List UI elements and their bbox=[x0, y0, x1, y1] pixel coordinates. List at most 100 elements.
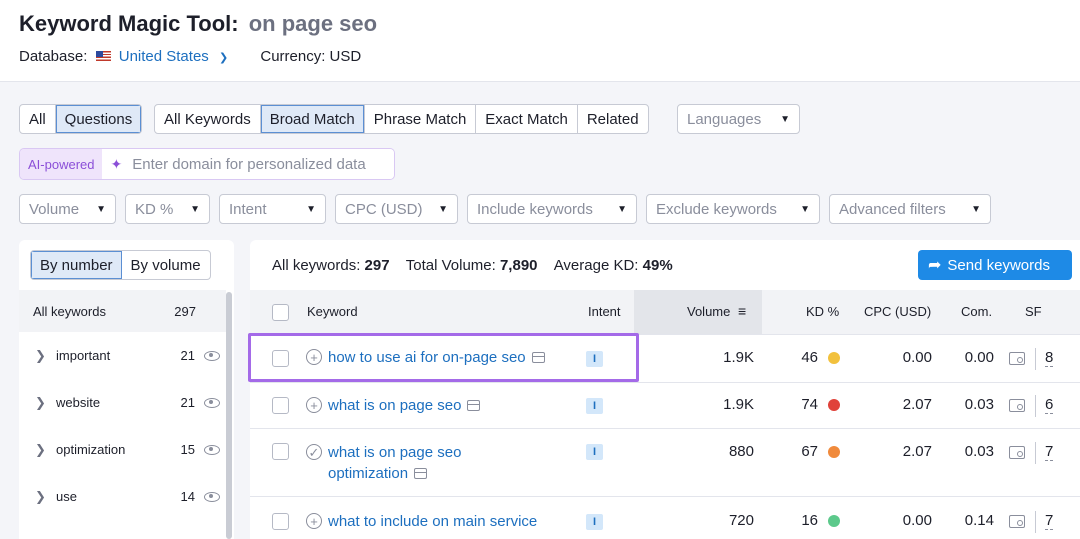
group-count: 15 bbox=[180, 442, 195, 457]
us-flag-icon bbox=[95, 51, 111, 61]
tab-phrase-match[interactable]: Phrase Match bbox=[365, 105, 477, 133]
serp-features-icon[interactable] bbox=[1009, 515, 1025, 528]
check-circle-icon[interactable]: ✓ bbox=[306, 444, 322, 460]
volume-filter[interactable]: Volume ▼ bbox=[19, 194, 116, 224]
competition-value: 0.03 bbox=[964, 443, 994, 460]
serp-features-count[interactable]: 8 bbox=[1045, 349, 1054, 367]
add-keyword-icon[interactable]: + bbox=[306, 397, 322, 413]
search-query: on page seo bbox=[248, 11, 378, 36]
tab-all-keywords[interactable]: All Keywords bbox=[155, 105, 261, 133]
add-keyword-icon[interactable]: + bbox=[306, 513, 322, 529]
keyword-link[interactable]: + what is on page seo bbox=[306, 395, 481, 416]
header-kd[interactable]: KD % bbox=[806, 304, 840, 319]
divider bbox=[1035, 395, 1036, 417]
send-keywords-label: Send keywords bbox=[947, 256, 1050, 274]
sidebar-scrollbar[interactable] bbox=[226, 292, 232, 539]
by-volume-button[interactable]: By volume bbox=[130, 256, 201, 274]
intent-badge: I bbox=[586, 351, 603, 367]
volume-value: 880 bbox=[728, 443, 754, 460]
database-select[interactable]: United States bbox=[118, 48, 209, 65]
kd-value: 46 bbox=[801, 349, 818, 366]
divider bbox=[1035, 442, 1036, 464]
volume-value: 1.9K bbox=[723, 349, 754, 366]
tab-all[interactable]: All bbox=[20, 105, 56, 133]
chevron-right-icon[interactable]: ❯ bbox=[35, 347, 46, 363]
sort-descending-icon[interactable]: ≡ bbox=[738, 303, 747, 319]
languages-dropdown[interactable]: Languages ▼ bbox=[677, 104, 800, 134]
all-keywords-summary-label: All keywords: bbox=[272, 257, 361, 274]
chevron-down-icon[interactable]: ❯ bbox=[218, 52, 229, 64]
group-item-website[interactable]: ❯ website 21 bbox=[19, 379, 226, 426]
serp-features-icon[interactable] bbox=[1009, 399, 1025, 412]
serp-features-count[interactable]: 7 bbox=[1045, 443, 1054, 461]
cpc-filter[interactable]: CPC (USD) ▼ bbox=[335, 194, 458, 224]
header-intent[interactable]: Intent bbox=[588, 304, 621, 319]
keyword-link[interactable]: ✓ what is on page seo optimization bbox=[306, 442, 461, 484]
serp-features-count[interactable]: 6 bbox=[1045, 396, 1054, 414]
keyword-text[interactable]: how to use ai for on-page seo bbox=[328, 349, 526, 366]
add-keyword-icon[interactable]: + bbox=[306, 349, 322, 365]
eye-icon[interactable] bbox=[204, 397, 220, 408]
all-keywords-group[interactable]: All keywords 297 bbox=[19, 290, 226, 332]
tab-questions[interactable]: Questions bbox=[55, 105, 142, 133]
serp-features-icon[interactable] bbox=[1009, 446, 1025, 459]
serp-features-count[interactable]: 7 bbox=[1045, 512, 1054, 530]
header-volume[interactable]: Volume bbox=[687, 304, 731, 319]
keyword-text[interactable]: what to include on main service bbox=[328, 513, 538, 530]
average-kd-value: 49% bbox=[642, 257, 673, 274]
eye-icon[interactable] bbox=[204, 491, 220, 502]
average-kd-label: Average KD: bbox=[553, 257, 639, 274]
intent-filter-label: Intent bbox=[229, 200, 267, 218]
group-sort-toggle: By number By volume bbox=[30, 250, 211, 280]
row-checkbox[interactable] bbox=[272, 397, 289, 414]
chevron-right-icon[interactable]: ❯ bbox=[35, 488, 46, 504]
exclude-keywords-filter[interactable]: Exclude keywords ▼ bbox=[646, 194, 820, 224]
eye-icon[interactable] bbox=[204, 350, 220, 361]
header-com[interactable]: Com. bbox=[961, 304, 993, 319]
keyword-groups-sidebar: By number By volume All keywords 297 ❯ i… bbox=[19, 240, 234, 539]
kd-filter[interactable]: KD % ▼ bbox=[125, 194, 210, 224]
intent-filter[interactable]: Intent ▼ bbox=[219, 194, 326, 224]
tab-related[interactable]: Related bbox=[586, 110, 639, 128]
keyword-link[interactable]: + how to use ai for on-page seo bbox=[306, 347, 545, 368]
database-selector-row: Database: United States ❯ Currency: USD bbox=[19, 48, 361, 65]
kd-difficulty-dot bbox=[828, 352, 840, 364]
header: Keyword Magic Tool: on page seo Database… bbox=[0, 0, 1080, 82]
group-item-optimization[interactable]: ❯ optimization 15 bbox=[19, 426, 226, 473]
all-keywords-summary-value: 297 bbox=[364, 257, 390, 274]
row-checkbox[interactable] bbox=[272, 443, 289, 460]
by-number-button[interactable]: By number bbox=[31, 251, 122, 279]
header-keyword[interactable]: Keyword bbox=[307, 304, 358, 319]
keyword-text-wrapped[interactable]: what is on page seo optimization bbox=[328, 442, 461, 484]
chevron-down-icon: ▼ bbox=[190, 203, 200, 215]
table-row: + what is on page seo I 1.9K 74 2.07 0.0… bbox=[250, 382, 1080, 428]
kd-filter-label: KD % bbox=[135, 200, 174, 218]
row-checkbox[interactable] bbox=[272, 513, 289, 530]
tab-exact-match[interactable]: Exact Match bbox=[476, 105, 578, 133]
tool-title: Keyword Magic Tool: bbox=[19, 11, 239, 36]
eye-icon[interactable] bbox=[204, 444, 220, 455]
keyword-link[interactable]: + what to include on main service bbox=[306, 511, 537, 532]
serp-icon[interactable] bbox=[467, 400, 481, 411]
group-item-important[interactable]: ❯ important 21 bbox=[19, 332, 226, 379]
select-all-checkbox[interactable] bbox=[272, 304, 289, 321]
personalized-domain-input[interactable]: ✦ Enter domain for personalized data bbox=[102, 149, 395, 179]
header-cpc[interactable]: CPC (USD) bbox=[864, 304, 932, 319]
send-keywords-button[interactable]: ➦ Send keywords bbox=[918, 250, 1072, 280]
tab-broad-match[interactable]: Broad Match bbox=[260, 105, 365, 133]
row-checkbox[interactable] bbox=[272, 350, 289, 367]
header-sf[interactable]: SF bbox=[1025, 304, 1042, 319]
share-arrow-icon: ➦ bbox=[928, 257, 942, 274]
advanced-filters[interactable]: Advanced filters ▼ bbox=[829, 194, 991, 224]
match-type-tabs: All Keywords Broad Match Phrase Match Ex… bbox=[154, 104, 649, 134]
intent-badge: I bbox=[586, 444, 603, 460]
serp-features-icon[interactable] bbox=[1009, 352, 1025, 365]
group-item-use[interactable]: ❯ use 14 bbox=[19, 473, 226, 520]
advanced-filters-label: Advanced filters bbox=[839, 200, 946, 218]
chevron-right-icon[interactable]: ❯ bbox=[35, 394, 46, 410]
serp-icon[interactable] bbox=[531, 352, 545, 363]
include-keywords-filter[interactable]: Include keywords ▼ bbox=[467, 194, 637, 224]
keyword-text[interactable]: what is on page seo bbox=[328, 397, 462, 414]
chevron-right-icon[interactable]: ❯ bbox=[35, 441, 46, 457]
serp-icon[interactable] bbox=[414, 468, 428, 479]
